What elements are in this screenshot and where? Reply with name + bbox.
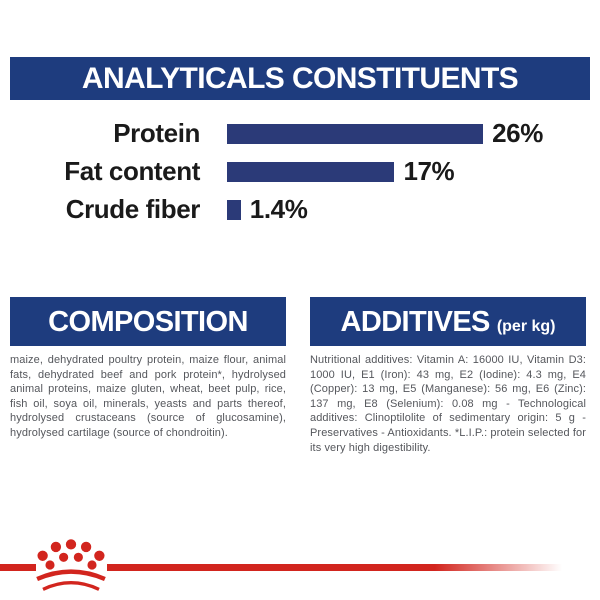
analyticals-title: ANALYTICALS CONSTITUENTS xyxy=(81,61,519,95)
chart-category-label: Fat content xyxy=(64,156,200,186)
composition-section: COMPOSITION maize, dehydrated poultry pr… xyxy=(10,297,286,441)
chart-bar xyxy=(227,123,484,144)
analyticals-header: ANALYTICALS CONSTITUENTS xyxy=(10,57,590,100)
chart-value-label: 26% xyxy=(492,118,543,148)
additives-title-suffix: (per kg) xyxy=(496,318,556,335)
red-divider-line-right xyxy=(107,564,562,571)
chart-category-label: Protein xyxy=(113,118,200,148)
chart-value-label: 17% xyxy=(403,156,455,186)
additives-section: ADDITIVES (per kg) Nutritional additives… xyxy=(310,297,586,455)
royal-canin-crown-icon xyxy=(36,539,106,591)
crown-dots xyxy=(37,539,105,570)
chart-bar-area: 1.4% xyxy=(227,194,308,225)
chart-bar-area: 26% xyxy=(227,118,543,149)
chart-row: Fat content 17% xyxy=(0,156,600,187)
chart-bar xyxy=(227,161,395,182)
chart-bar-area: 17% xyxy=(227,156,455,187)
red-divider-line-left xyxy=(0,564,36,571)
crown-arcs xyxy=(36,569,106,591)
chart-bar xyxy=(227,199,241,220)
additives-body-text: Nutritional additives: Vitamin A: 16000 … xyxy=(310,354,586,454)
composition-title: COMPOSITION xyxy=(48,306,248,338)
chart-row: Protein 26% xyxy=(0,118,600,149)
additives-title: ADDITIVES xyxy=(340,306,491,338)
additives-header: ADDITIVES (per kg) xyxy=(310,297,586,346)
composition-header: COMPOSITION xyxy=(10,297,286,346)
chart-value-label: 1.4% xyxy=(249,194,308,224)
composition-body-text: maize, dehydrated poultry protein, maize… xyxy=(10,354,286,439)
analyticals-chart: Protein 26% Fat content 17% Crude fiber 1.4% xyxy=(0,118,600,234)
chart-category-label: Crude fiber xyxy=(65,194,201,224)
chart-row: Crude fiber 1.4% xyxy=(0,194,600,225)
